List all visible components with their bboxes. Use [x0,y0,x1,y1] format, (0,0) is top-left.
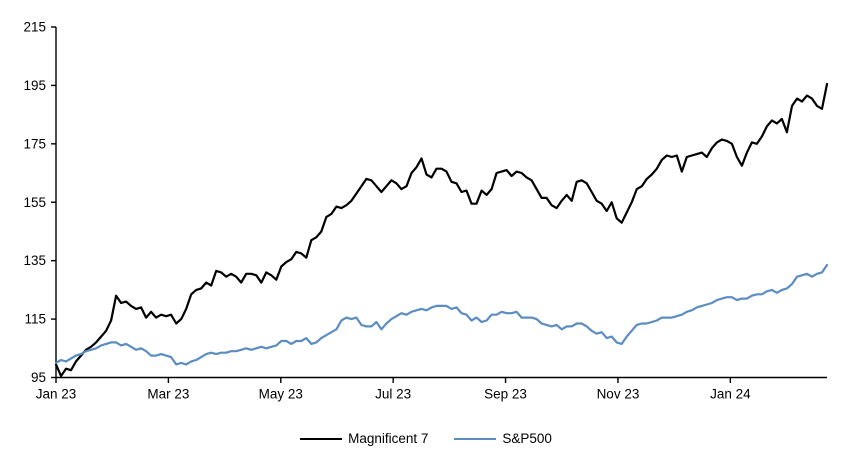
x-axis-tick-label: Sep 23 [484,387,527,402]
y-axis-tick-label: 215 [23,20,46,35]
y-axis-tick-label: 195 [23,78,46,93]
x-axis-tick-label: Jan 24 [710,387,751,402]
legend-label-magnificent-7: Magnificent 7 [348,431,429,446]
series-line-s-p500 [54,263,829,366]
sp500-line-swatch-icon [454,438,497,440]
x-axis-tick-label: Jan 23 [36,387,77,402]
legend-item-magnificent-7: Magnificent 7 [300,430,428,448]
y-axis-tick-label: 135 [23,253,46,268]
x-axis-tick-label: Nov 23 [597,387,640,402]
y-axis-tick-label: 175 [23,136,46,151]
series-line-magnificent-7 [54,82,829,378]
legend-label-sp500: S&P500 [502,431,552,446]
y-axis-tick-label: 95 [31,370,46,385]
y-axis-tick-label: 155 [23,195,46,210]
x-axis-tick-label: Jul 23 [375,387,411,402]
x-axis-tick-label: Mar 23 [147,387,189,402]
legend-item-sp500: S&P500 [454,430,552,448]
magnificent-7-line-swatch-icon [300,438,343,440]
chart-legend: Magnificent 7 S&P500 [0,430,852,448]
y-axis-tick-label: 115 [24,312,46,327]
x-axis-tick-label: May 23 [259,387,303,402]
